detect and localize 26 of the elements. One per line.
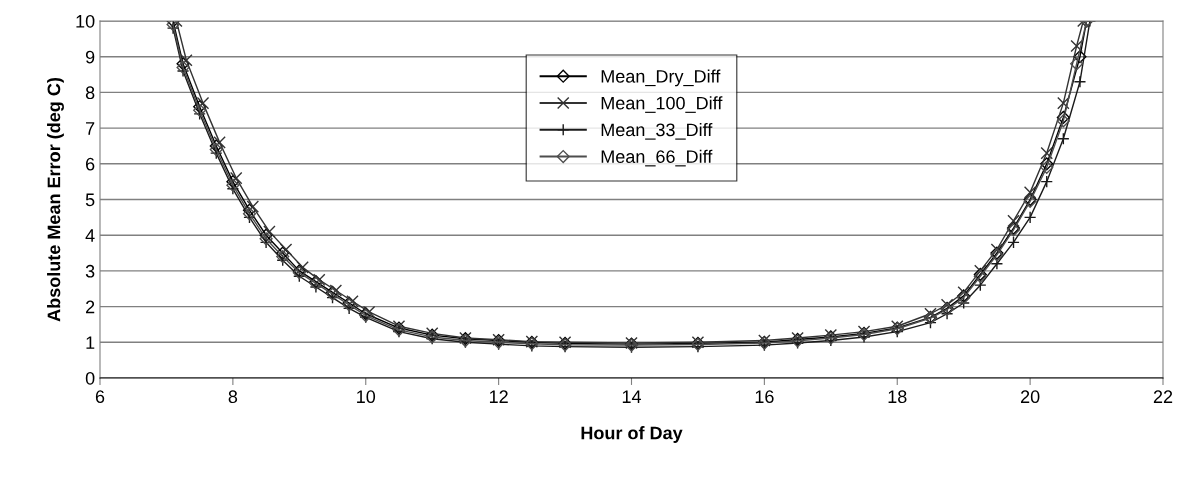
y-tick-label: 7 — [86, 122, 95, 135]
y-tick-label: 3 — [85, 264, 95, 278]
x-tick-label: 16 — [755, 390, 774, 404]
x-tick-label: 10 — [357, 390, 376, 404]
y-tick-label: 0 — [85, 371, 95, 385]
legend-label: Mean_100_Diff — [601, 96, 723, 113]
y-tick-label: 5 — [85, 193, 95, 207]
x-axis-title: Hour of Day — [581, 426, 683, 443]
x-tick-label: 8 — [228, 390, 238, 404]
x-tick-label: 14 — [622, 390, 642, 403]
legend-label: Mean_33_Diff — [601, 122, 713, 140]
x-tick-label: 20 — [1020, 390, 1040, 404]
y-tick-label: 1 — [86, 336, 95, 349]
y-tick-label: 10 — [76, 14, 95, 28]
x-tick-label: 12 — [489, 390, 508, 403]
x-tick-label: 6 — [95, 390, 105, 404]
y-tick-label: 9 — [85, 50, 95, 64]
legend-label: Mean_Dry_Diff — [601, 69, 721, 87]
y-axis-title: Absolute Mean Error (deg C) — [47, 78, 64, 322]
x-tick-label: 22 — [1153, 390, 1173, 403]
x-tick-label: 18 — [888, 390, 907, 404]
y-tick-label: 4 — [85, 229, 95, 242]
y-tick-label: 8 — [85, 86, 95, 100]
y-tick-label: 2 — [86, 300, 95, 314]
legend-label: Mean_66_Diff — [601, 149, 713, 167]
y-tick-label: 6 — [86, 157, 95, 171]
